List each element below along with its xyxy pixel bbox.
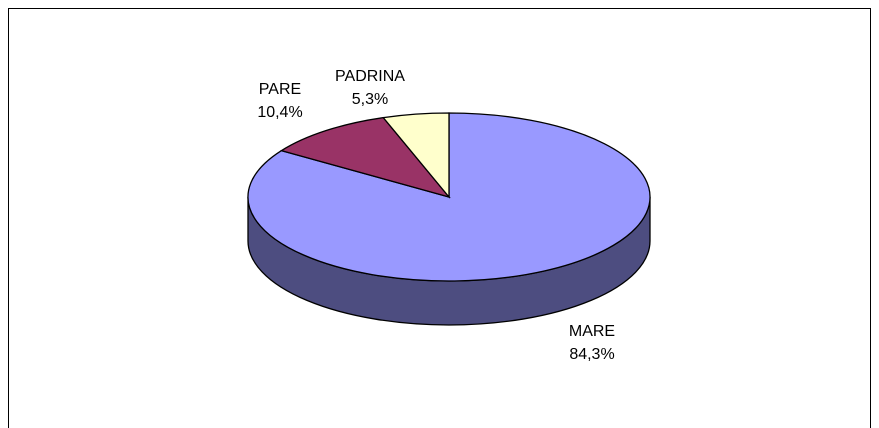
slice-value-label: 84,3% — [569, 346, 614, 363]
slice-label: PARE — [259, 81, 301, 98]
slice-label: MARE — [569, 323, 615, 340]
chart-frame — [8, 8, 871, 428]
slice-value-label: 5,3% — [352, 91, 388, 108]
pie-slice — [382, 112, 450, 199]
pie-slice — [279, 116, 451, 199]
slice-label: PADRINA — [335, 68, 405, 85]
slice-value-label: 10,4% — [257, 104, 302, 121]
